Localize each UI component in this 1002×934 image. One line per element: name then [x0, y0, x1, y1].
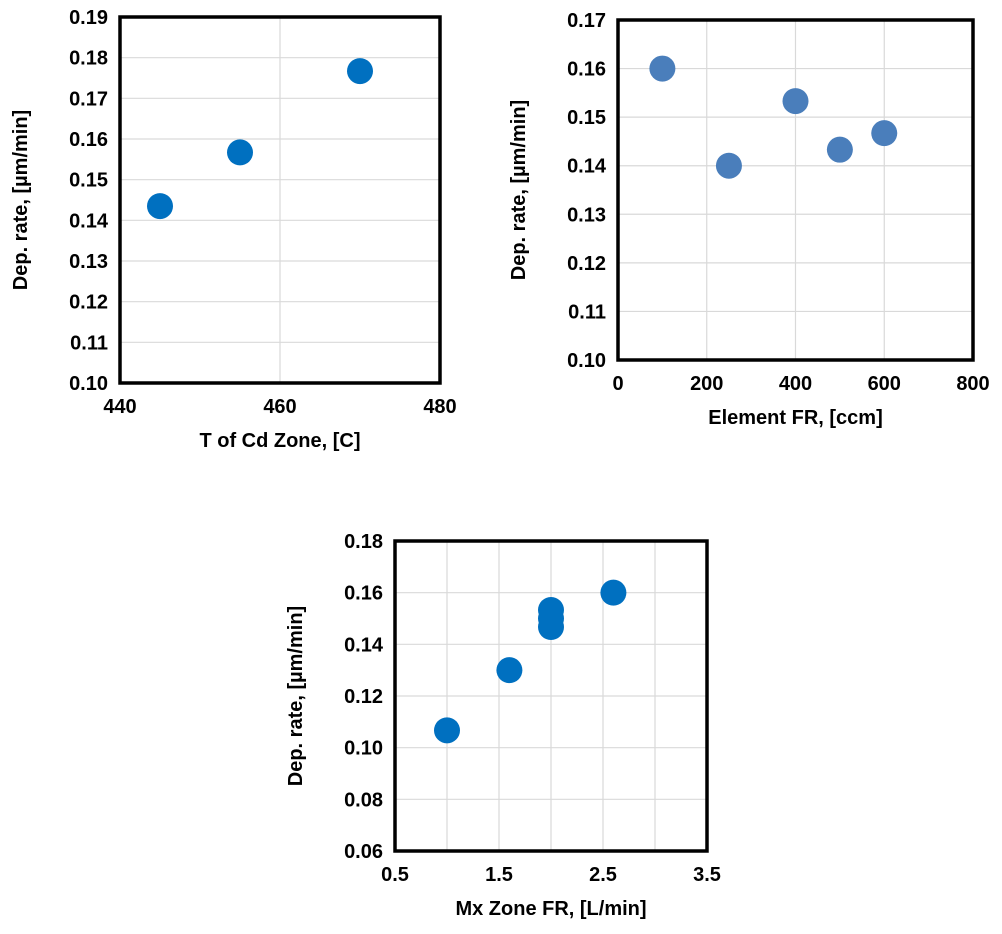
y-tick-label: 0.10 — [69, 373, 108, 395]
y-tick-label: 0.06 — [344, 841, 383, 863]
x-axis-label: T of Cd Zone, [C] — [199, 430, 360, 452]
y-tick-label: 0.14 — [567, 156, 607, 178]
data-point — [147, 193, 173, 220]
y-tick-label: 0.13 — [567, 204, 606, 226]
y-tick-label: 0.10 — [567, 350, 606, 372]
y-tick-label: 0.15 — [69, 170, 108, 192]
y-tick-label: 0.18 — [69, 48, 108, 70]
chart-2: 0.10 0.11 0.12 0.13 0.14 0.15 0.16 0.17 0 200 400 6… — [508, 10, 990, 429]
plot-area-frame — [393, 539, 709, 853]
plot-area-frame — [118, 15, 442, 385]
data-point — [715, 152, 742, 179]
y-tick-label: 0.17 — [69, 88, 108, 110]
y-tick-label: 0.12 — [567, 253, 606, 275]
data-point — [826, 136, 853, 163]
y-axis-label: Dep. rate, [µm/min] — [508, 100, 530, 280]
y-tick-label: 0.15 — [567, 107, 606, 129]
data-point — [496, 657, 523, 684]
x-axis-label: Element FR, [ccm] — [708, 407, 882, 429]
plot-area-frame — [616, 18, 975, 362]
data-point — [434, 717, 460, 744]
data-point — [347, 58, 373, 85]
y-tick-label: 0.13 — [69, 251, 108, 273]
x-tick-label: 200 — [690, 373, 723, 395]
y-tick-label: 0.12 — [344, 686, 383, 708]
data-point — [782, 88, 809, 115]
y-axis-label: Dep. rate, [µm/min] — [10, 110, 32, 290]
y-tick-label: 0.11 — [568, 301, 606, 323]
y-tick-label: 0.18 — [344, 531, 383, 553]
chart-1: 0.10 0.11 0.12 0.13 0.14 0.15 0.16 0.17 0.18 0.19… — [10, 7, 457, 452]
y-tick-label: 0.16 — [69, 129, 108, 151]
y-tick-label: 0.14 — [344, 634, 384, 656]
y-tick-label: 0.16 — [567, 59, 606, 81]
data-point — [538, 614, 564, 641]
x-tick-label: 0 — [612, 373, 623, 395]
x-tick-label: 800 — [956, 373, 989, 395]
y-tick-label: 0.17 — [567, 10, 606, 32]
x-tick-label: 3.5 — [693, 864, 721, 886]
y-tick-label: 0.16 — [344, 583, 383, 605]
x-tick-label: 460 — [263, 396, 296, 418]
x-tick-label: 440 — [103, 396, 136, 418]
chart-3: 0.06 0.08 0.10 0.12 0.14 0.16 0.18 0.5 1.5 2.5 3.5… — [285, 531, 721, 920]
y-axis-label: Dep. rate, [µm/min] — [285, 606, 307, 786]
x-tick-label: 2.5 — [589, 864, 617, 886]
y-tick-label: 0.08 — [344, 789, 383, 811]
data-point — [227, 139, 253, 166]
x-tick-label: 400 — [779, 373, 812, 395]
data-point — [649, 55, 676, 82]
y-tick-label: 0.11 — [70, 332, 108, 354]
x-tick-label: 600 — [868, 373, 901, 395]
y-tick-label: 0.19 — [69, 7, 108, 29]
x-axis-label: Mx Zone FR, [L/min] — [455, 898, 646, 920]
x-tick-label: 480 — [423, 396, 456, 418]
data-point — [600, 579, 627, 606]
x-tick-label: 1.5 — [485, 864, 513, 886]
data-point — [871, 120, 898, 147]
y-tick-label: 0.14 — [69, 210, 109, 232]
x-tick-label: 0.5 — [381, 864, 409, 886]
y-tick-label: 0.10 — [344, 738, 383, 760]
y-tick-label: 0.12 — [69, 292, 108, 314]
